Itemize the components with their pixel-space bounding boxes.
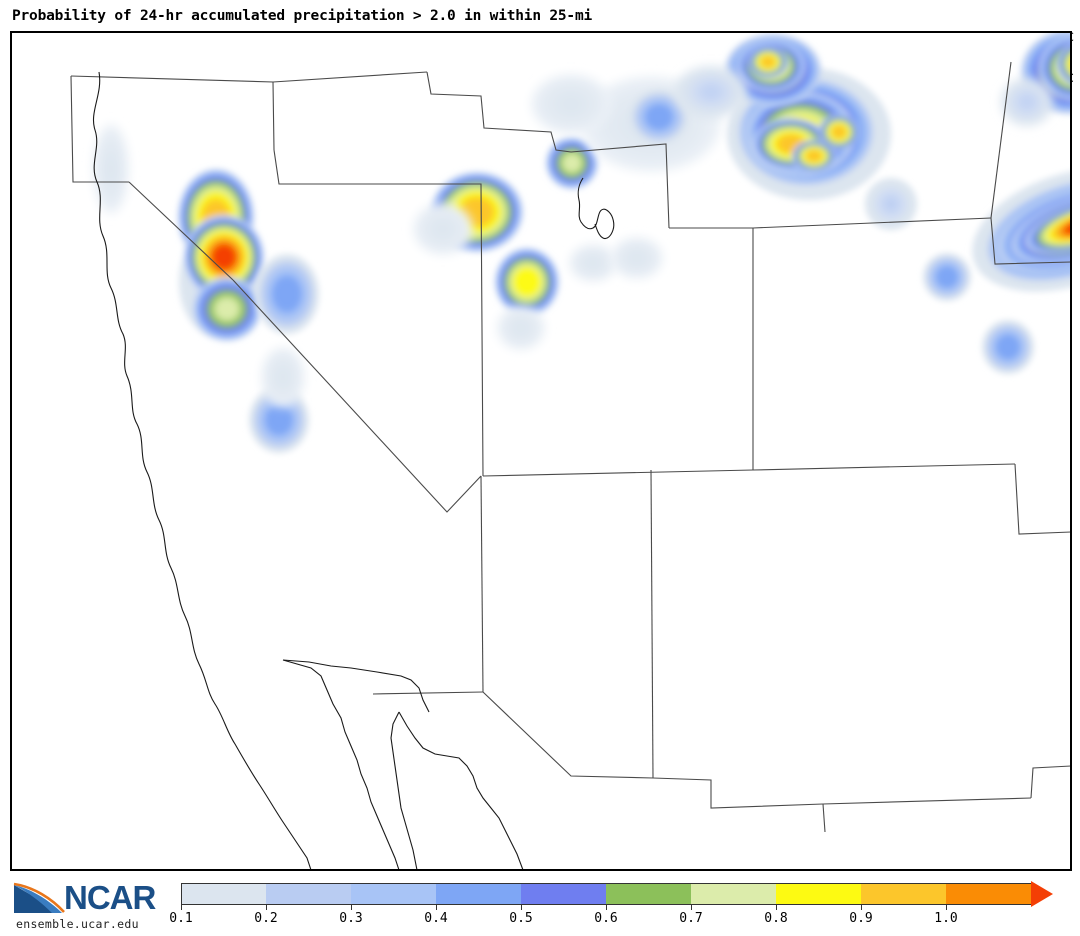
colorbar-band-0.1 <box>181 883 266 905</box>
colorbar-label-0.3: 0.3 <box>339 911 363 926</box>
coastline-layer <box>92 71 615 870</box>
colorbar-label-0.2: 0.2 <box>254 911 278 926</box>
state-borders-layer <box>70 61 1071 833</box>
colorbar-tick-0.4 <box>436 905 437 910</box>
ncar-logo[interactable]: NCAR ensemble.ucar.edu <box>8 877 168 935</box>
colorbar-label-1.0: 1.0 <box>934 911 958 926</box>
blob-montana-west <box>531 74 611 134</box>
colorbar-band-0.7 <box>691 883 776 905</box>
footer-bar: NCAR ensemble.ucar.edu 0.1 0.2 0.3 0.4 0.5 0.… <box>0 873 1080 936</box>
colorbar-label-0.9: 0.9 <box>849 911 873 926</box>
colorbar-band-0.3 <box>351 883 436 905</box>
blob-oregon-faint <box>93 124 129 214</box>
blob-colorado <box>982 320 1034 374</box>
colorbar-tick-0.8 <box>776 905 777 910</box>
colorbar-band-1.0 <box>946 883 1031 905</box>
colorbar-label-0.6: 0.6 <box>594 911 618 926</box>
colorbar-label-0.1: 0.1 <box>169 911 193 926</box>
blob-dakotas-north <box>725 34 821 106</box>
colorbar-band-0.6 <box>606 883 691 905</box>
colorbar-band-0.5 <box>521 883 606 905</box>
ncar-wordmark: NCAR <box>64 879 156 916</box>
blob-idaho-tail <box>413 203 473 255</box>
probability-field-layer <box>93 32 1071 453</box>
colorbar-tick-0.9 <box>861 905 862 910</box>
colorbar-label-0.5: 0.5 <box>509 911 533 926</box>
map-frame-border <box>11 32 1071 870</box>
blob-wyoming-small <box>923 253 971 301</box>
colorbar-extend-arrow <box>1031 881 1053 907</box>
colorbar-tick-0.5 <box>521 905 522 910</box>
blob-northeast-edge-pale <box>1001 78 1053 126</box>
colorbar-label-0.7: 0.7 <box>679 911 703 926</box>
colorbar-tick-0.6 <box>606 905 607 910</box>
map-graphic <box>11 32 1071 870</box>
map-canvas[interactable] <box>10 31 1072 871</box>
blob-utah-north <box>495 248 559 316</box>
colorbar-label-0.8: 0.8 <box>764 911 788 926</box>
blob-dakotas-west <box>675 66 747 118</box>
colorbar-tick-1.0 <box>946 905 947 910</box>
map-background <box>11 32 1071 870</box>
colorbar-label-0.4: 0.4 <box>424 911 448 926</box>
blob-wyoming <box>865 178 917 230</box>
blob-nevada-west <box>255 254 319 334</box>
blob-nevada-south <box>249 387 309 453</box>
colorbar-band-0.4 <box>436 883 521 905</box>
colorbar-tick-0.1 <box>181 905 182 910</box>
probability-colorbar[interactable]: 0.1 0.2 0.3 0.4 0.5 0.6 0.7 0.8 0.9 1.0 <box>169 881 1053 926</box>
blob-nevada-bridge <box>261 347 305 407</box>
blob-montana-core <box>629 89 689 145</box>
colorbar-tick-0.7 <box>691 905 692 910</box>
ncar-url-label: ensemble.ucar.edu <box>16 917 139 931</box>
blob-utah-faint-b <box>611 237 663 279</box>
page-title: Probability of 24-hr accumulated precipi… <box>12 8 593 24</box>
colorbar-band-0.8 <box>776 883 861 905</box>
blob-nebraska-band <box>972 168 1071 292</box>
blob-utah-north-tail <box>497 306 545 350</box>
ncar-mountain-icon <box>13 882 65 913</box>
colorbar-tick-0.3 <box>351 905 352 910</box>
colorbar-tick-0.2 <box>266 905 267 910</box>
colorbar-band-0.2 <box>266 883 351 905</box>
colorbar-band-0.9 <box>861 883 946 905</box>
blob-utah-faint-a <box>569 244 617 282</box>
blob-sierra-nevada <box>178 169 267 341</box>
